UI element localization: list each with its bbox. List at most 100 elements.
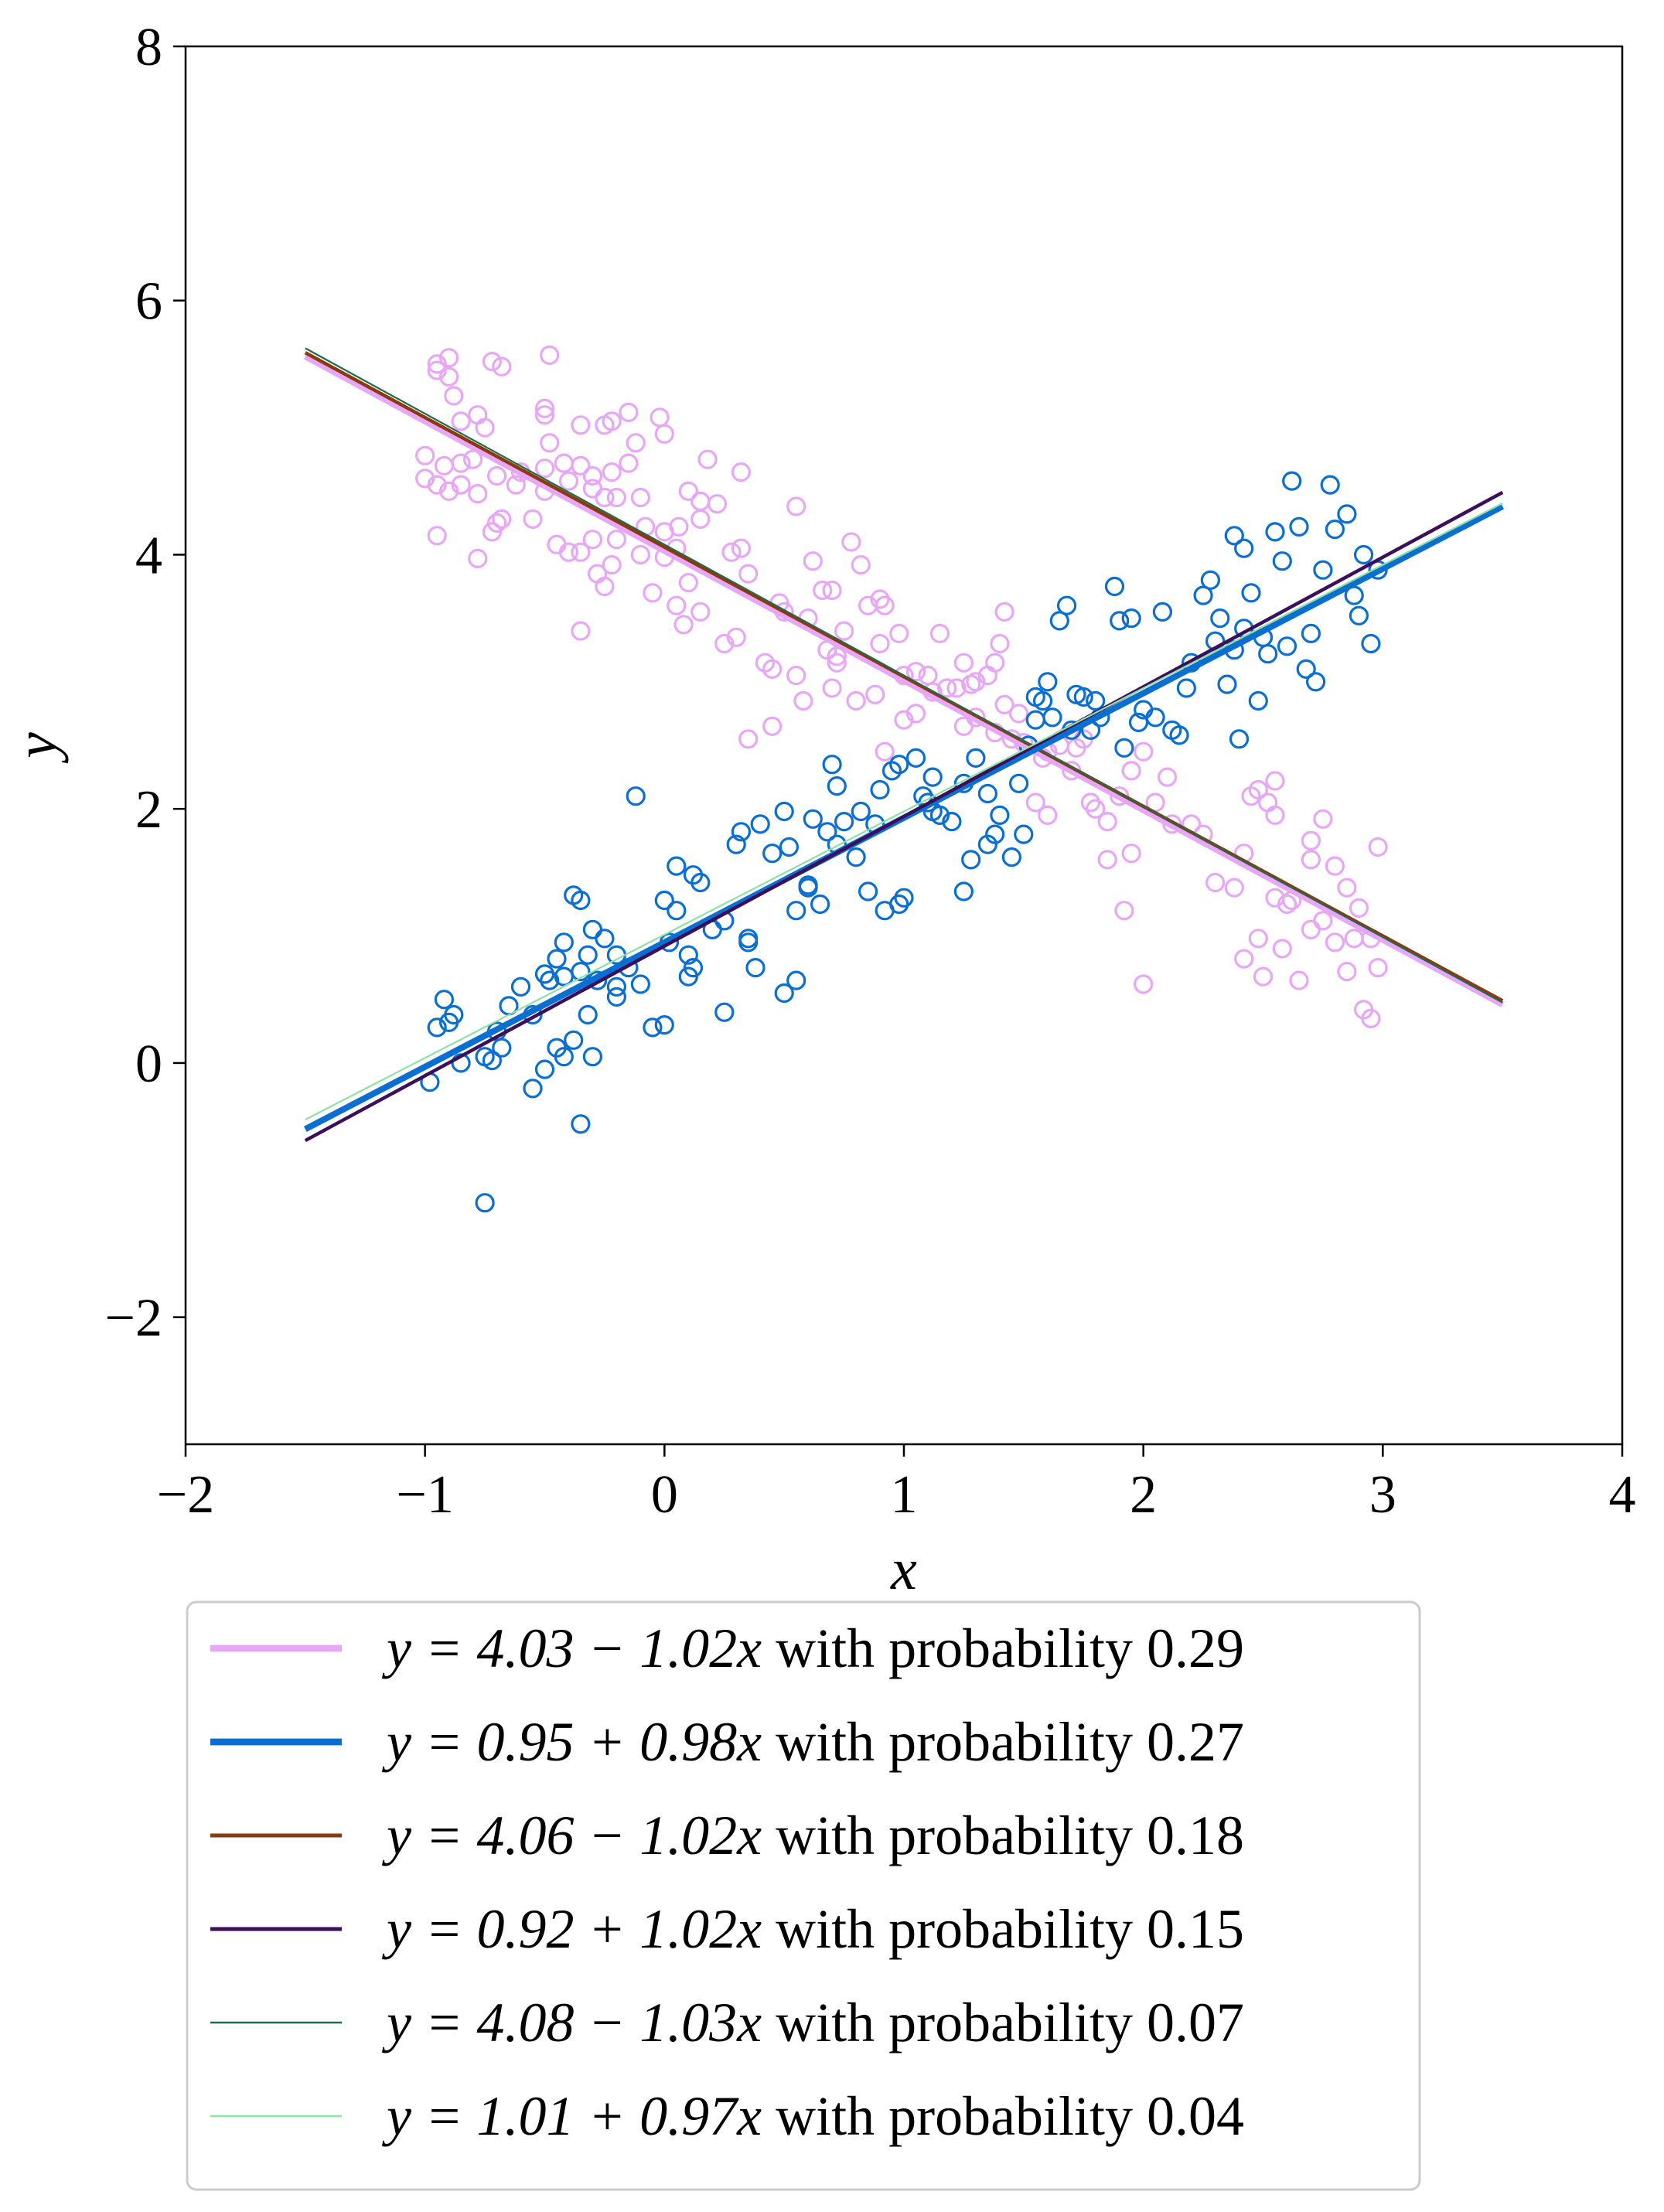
scatter-point	[492, 509, 512, 530]
legend: y = 4.03 − 1.02x with probability 0.29y …	[186, 1600, 1421, 2191]
x-tick-label: 0	[651, 1465, 678, 1525]
scatter-point	[1337, 961, 1357, 982]
scatter-point	[475, 1193, 495, 1213]
scatter-point	[578, 1004, 598, 1025]
y-tick-label: 0	[135, 1034, 162, 1094]
scatter-point	[870, 779, 890, 800]
scatter-point	[846, 847, 866, 867]
x-tick-label: 2	[1130, 1465, 1157, 1525]
scatter-point	[643, 583, 663, 603]
scatter-point	[571, 961, 591, 982]
scatter-point	[540, 345, 560, 365]
scatter-point	[626, 786, 646, 806]
scatter-point	[1241, 583, 1261, 603]
scatter-point	[1313, 911, 1333, 931]
scatter-point	[721, 542, 742, 562]
scatter-point	[786, 496, 806, 516]
scatter-point	[813, 580, 833, 601]
scatter-point	[822, 580, 842, 601]
scatter-point	[1361, 633, 1381, 654]
scatter-point	[798, 878, 818, 898]
scatter-point	[1008, 773, 1029, 793]
scatter-point	[547, 534, 567, 554]
scatter-point	[571, 542, 591, 562]
regression-line-1	[303, 353, 1505, 1007]
scatter-point	[475, 418, 495, 438]
scatter-point	[966, 748, 986, 769]
scatter-point	[937, 678, 957, 698]
scatter-point	[451, 411, 471, 431]
scatter-point	[427, 475, 447, 495]
legend-probability: with probability 0.04	[762, 2085, 1244, 2147]
scatter-point	[905, 704, 926, 724]
legend-probability: with probability 0.18	[762, 1805, 1244, 1866]
scatter-point	[669, 516, 689, 537]
legend-entry: y = 0.92 + 1.02x with probability 0.15	[381, 1898, 1244, 1960]
scatter-point	[977, 834, 998, 854]
y-axis-label: y	[4, 732, 69, 764]
scatter-point	[444, 386, 464, 406]
legend-probability: with probability 0.15	[762, 1898, 1244, 1960]
scatter-point	[1134, 974, 1154, 994]
scatter-point	[558, 471, 579, 491]
scatter-point	[595, 415, 615, 435]
scatter-point	[841, 532, 861, 552]
scatter-point	[444, 1004, 464, 1025]
scatter-point	[690, 602, 711, 622]
scatter-point	[1110, 611, 1130, 631]
scatter-point	[540, 970, 560, 990]
scatter-point	[875, 595, 895, 615]
scatter-point	[731, 538, 752, 558]
scatter-point	[683, 957, 704, 978]
y-tick-label: 4	[135, 526, 162, 585]
scatter-point	[889, 623, 909, 644]
legend-entry: y = 4.06 − 1.02x with probability 0.18	[381, 1805, 1244, 1866]
scatter-point	[534, 405, 555, 425]
scatter-point	[774, 801, 794, 822]
scatter-point	[786, 901, 806, 921]
legend-probability: with probability 0.27	[762, 1711, 1244, 1773]
scatter-point	[606, 987, 627, 1007]
scatter-point	[540, 433, 560, 453]
scatter-point	[726, 834, 746, 854]
scatter-point	[1205, 872, 1226, 893]
scatter-point	[1176, 678, 1197, 698]
legend-entry: y = 1.01 + 0.97x with probability 0.04	[381, 2085, 1244, 2147]
legend-equation: y = 1.01 + 0.97x	[381, 2085, 762, 2147]
scatter-point	[1301, 850, 1321, 870]
scatter-point	[977, 783, 998, 804]
plot-area	[184, 45, 1624, 1446]
scatter-point	[803, 809, 823, 829]
x-axis-label: x	[890, 1537, 917, 1602]
regression-line-6	[305, 502, 1503, 1121]
legend-probability: with probability 0.07	[762, 1992, 1244, 2054]
scatter-point	[1349, 898, 1369, 919]
scatter-point	[858, 881, 878, 902]
scatter-point	[953, 716, 974, 736]
scatter-point	[554, 453, 574, 473]
scatter-point	[558, 542, 579, 562]
scatter-point	[1134, 741, 1154, 762]
scatter-point	[738, 929, 759, 949]
scatter-point	[1025, 792, 1045, 813]
scatter-point	[894, 710, 914, 730]
scatter-point	[571, 415, 591, 435]
scatter-point	[619, 402, 639, 423]
scatter-point	[889, 755, 909, 775]
scatter-point	[1114, 738, 1134, 758]
legend-equation: y = 4.06 − 1.02x	[381, 1805, 762, 1866]
scatter-point	[1301, 830, 1321, 850]
scatter-point	[726, 627, 746, 647]
scatter-point	[827, 653, 847, 673]
legend-entry: y = 0.95 + 0.98x with probability 0.27	[381, 1711, 1244, 1773]
scatter-point	[905, 748, 926, 769]
y-tick-label: 6	[135, 272, 162, 332]
scatter-point	[1234, 949, 1254, 969]
scatter-point	[731, 462, 752, 482]
scatter-point	[654, 424, 674, 444]
scatter-point	[905, 662, 926, 682]
scatter-point	[1301, 919, 1321, 939]
scatter-point	[1272, 939, 1292, 959]
scatter-point	[1265, 888, 1285, 908]
